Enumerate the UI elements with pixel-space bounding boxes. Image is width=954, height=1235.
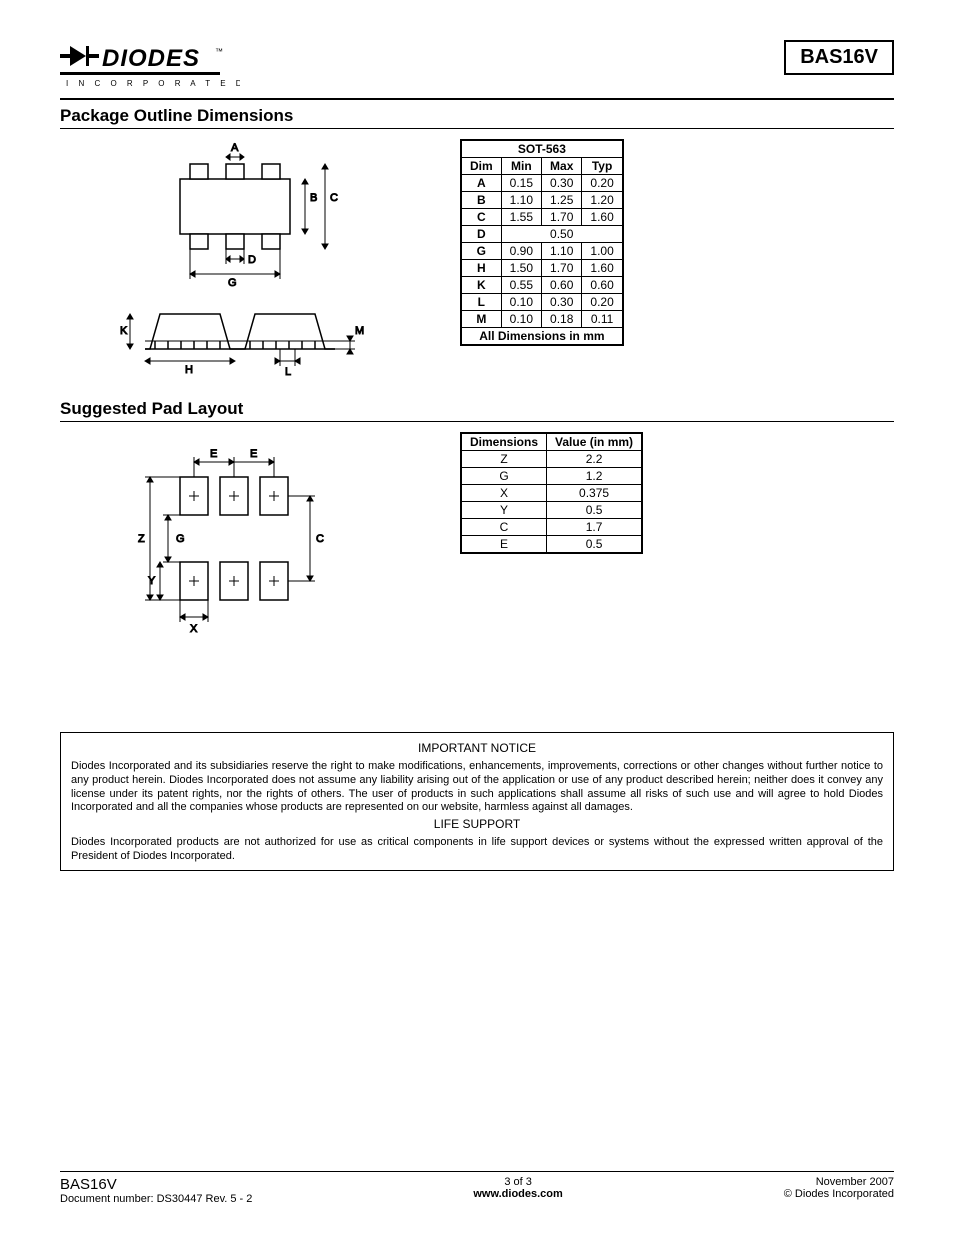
diodes-logo: DIODES ™ I N C O R P O R A T E D bbox=[60, 40, 240, 90]
table-row: G1.2 bbox=[461, 468, 642, 485]
col-dim: Dim bbox=[461, 158, 501, 175]
svg-text:C: C bbox=[316, 533, 324, 545]
svg-text:I N C O R P O R A T E D: I N C O R P O R A T E D bbox=[66, 79, 240, 88]
col-max: Max bbox=[542, 158, 582, 175]
important-notice: IMPORTANT NOTICE Diodes Incorporated and… bbox=[60, 732, 894, 871]
table-row: L0.100.300.20 bbox=[461, 294, 623, 311]
svg-text:G: G bbox=[176, 533, 185, 545]
footer-date: November 2007 bbox=[784, 1176, 894, 1188]
footer-part: BAS16V bbox=[60, 1176, 252, 1193]
svg-text:A: A bbox=[231, 142, 239, 154]
table-row: G0.901.101.00 bbox=[461, 243, 623, 260]
sot563-table: SOT-563 Dim Min Max Typ A0.150.300.20B1.… bbox=[460, 139, 624, 346]
table-row: B1.101.251.20 bbox=[461, 192, 623, 209]
table-row: D0.50 bbox=[461, 226, 623, 243]
section-title-pad: Suggested Pad Layout bbox=[60, 399, 894, 419]
header-rule bbox=[60, 98, 894, 100]
svg-text:K: K bbox=[120, 325, 128, 337]
svg-text:E: E bbox=[250, 448, 257, 460]
svg-text:C: C bbox=[330, 192, 338, 204]
table-row: Y0.5 bbox=[461, 502, 642, 519]
pad-table: Dimensions Value (in mm) Z2.2G1.2X0.375Y… bbox=[460, 432, 643, 554]
svg-text:Y: Y bbox=[148, 575, 156, 587]
svg-text:D: D bbox=[248, 254, 256, 266]
part-number-box: BAS16V bbox=[784, 40, 894, 75]
col-min: Min bbox=[501, 158, 541, 175]
col-value: Value (in mm) bbox=[547, 433, 643, 451]
package-diagram: A B C D bbox=[60, 139, 420, 379]
footer-page: 3 of 3 bbox=[473, 1176, 562, 1188]
notice-text-2: Diodes Incorporated products are not aut… bbox=[71, 836, 883, 864]
footer-left: BAS16V Document number: DS30447 Rev. 5 -… bbox=[60, 1176, 252, 1205]
footer-docnum: Document number: DS30447 Rev. 5 - 2 bbox=[60, 1193, 252, 1205]
page-footer: BAS16V Document number: DS30447 Rev. 5 -… bbox=[60, 1171, 894, 1205]
table-row: X0.375 bbox=[461, 485, 642, 502]
table-footer: All Dimensions in mm bbox=[461, 328, 623, 346]
section-rule-1 bbox=[60, 128, 894, 129]
notice-title-2: LIFE SUPPORT bbox=[71, 817, 883, 832]
footer-center: 3 of 3 www.diodes.com bbox=[473, 1176, 562, 1205]
footer-copyright: © Diodes Incorporated bbox=[784, 1188, 894, 1200]
col-dimensions: Dimensions bbox=[461, 433, 547, 451]
header: DIODES ™ I N C O R P O R A T E D BAS16V bbox=[60, 40, 894, 90]
footer-url: www.diodes.com bbox=[473, 1188, 562, 1200]
table-row: C1.7 bbox=[461, 519, 642, 536]
col-typ: Typ bbox=[582, 158, 623, 175]
notice-title-1: IMPORTANT NOTICE bbox=[71, 741, 883, 756]
table-row: A0.150.300.20 bbox=[461, 175, 623, 192]
svg-text:E: E bbox=[210, 448, 217, 460]
section-body-pad: E E Z G C bbox=[60, 432, 894, 642]
table-row: E0.5 bbox=[461, 536, 642, 554]
section-rule-2 bbox=[60, 421, 894, 422]
pad-diagram: E E Z G C bbox=[60, 432, 420, 642]
footer-right: November 2007 © Diodes Incorporated bbox=[784, 1176, 894, 1205]
svg-text:G: G bbox=[228, 277, 237, 289]
table-row: C1.551.701.60 bbox=[461, 209, 623, 226]
svg-text:Z: Z bbox=[138, 533, 145, 545]
table-title: SOT-563 bbox=[461, 140, 623, 158]
table-row: K0.550.600.60 bbox=[461, 277, 623, 294]
svg-text:X: X bbox=[190, 623, 198, 635]
svg-text:M: M bbox=[355, 325, 364, 337]
svg-text:DIODES: DIODES bbox=[102, 45, 200, 72]
table-row: M0.100.180.11 bbox=[461, 311, 623, 328]
section-title-outline: Package Outline Dimensions bbox=[60, 106, 894, 126]
svg-text:L: L bbox=[285, 366, 291, 378]
section-body-outline: A B C D bbox=[60, 139, 894, 379]
svg-text:™: ™ bbox=[215, 47, 223, 56]
notice-text-1: Diodes Incorporated and its subsidiaries… bbox=[71, 760, 883, 815]
svg-text:H: H bbox=[185, 364, 193, 376]
table-row: H1.501.701.60 bbox=[461, 260, 623, 277]
table-row: Z2.2 bbox=[461, 451, 642, 468]
svg-text:B: B bbox=[310, 192, 317, 204]
